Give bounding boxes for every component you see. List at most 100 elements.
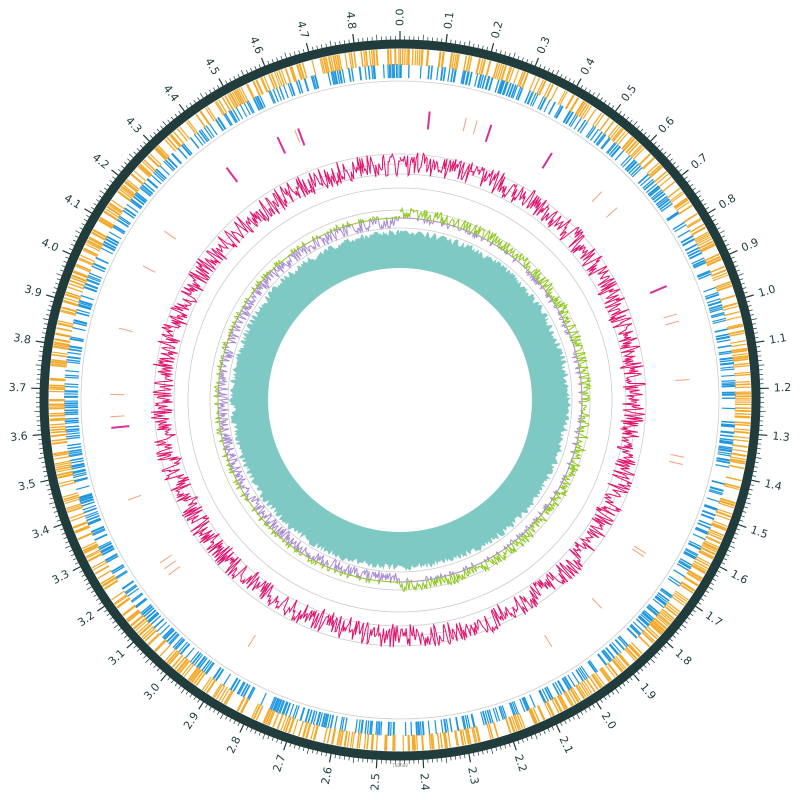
scale-tick — [254, 729, 257, 734]
cds-forward-feature — [51, 440, 68, 445]
cds-forward-feature — [312, 724, 319, 741]
cds-reverse-feature — [507, 83, 515, 98]
cds-forward-feature — [116, 597, 131, 608]
trna-mark — [663, 313, 678, 319]
cds-forward-feature — [130, 173, 145, 186]
scale-tick — [139, 144, 144, 149]
scale-tick — [83, 578, 88, 582]
cds-reverse-feature — [259, 692, 267, 706]
cds-reverse-feature — [87, 519, 102, 526]
scale-tick — [68, 248, 73, 251]
cds-reverse-feature — [222, 673, 232, 687]
cds-forward-feature — [70, 277, 87, 284]
cds-forward-feature — [683, 212, 698, 223]
scale-tick — [212, 87, 216, 92]
cds-reverse-feature — [510, 84, 517, 99]
cds-forward-feature — [351, 731, 356, 748]
cds-reverse-feature — [683, 551, 697, 560]
scale-tick — [49, 300, 54, 303]
cds-forward-feature — [181, 662, 193, 676]
cds-reverse-feature — [714, 328, 729, 333]
cds-reverse-feature — [647, 605, 659, 616]
cds-forward-feature — [65, 291, 82, 298]
cds-forward-feature — [414, 49, 417, 66]
cds-reverse-feature — [554, 681, 563, 695]
cds-forward-feature — [147, 632, 161, 646]
cds-reverse-feature — [529, 92, 537, 106]
scale-tick — [352, 33, 355, 44]
cds-forward-feature — [518, 712, 526, 729]
gc-content-track — [150, 152, 646, 648]
cds-forward-feature — [652, 619, 666, 631]
cds-forward-feature — [692, 562, 708, 572]
scale-tick — [749, 484, 754, 486]
cds-forward-feature — [155, 146, 169, 160]
cds-reverse-feature — [440, 719, 444, 734]
scale-tick — [98, 601, 103, 605]
cds-forward-feature — [49, 417, 66, 421]
scale-tick — [686, 180, 691, 184]
cds-forward-feature — [594, 114, 605, 128]
cds-reverse-feature — [515, 86, 522, 100]
cds-reverse-feature — [248, 687, 256, 701]
cds-forward-feature — [465, 55, 471, 72]
scale-tick — [521, 738, 524, 743]
scale-tick — [543, 66, 546, 71]
cds-reverse-feature — [104, 553, 118, 562]
cds-reverse-feature — [147, 612, 159, 623]
cds-forward-feature — [86, 241, 102, 250]
cds-forward-feature — [660, 610, 674, 622]
scale-tick — [686, 616, 691, 620]
scale-tick — [468, 753, 472, 763]
cds-reverse-feature — [629, 624, 641, 636]
scale-tick — [555, 70, 560, 76]
scale-label: 2.4 — [418, 773, 432, 791]
scale-tick — [592, 92, 595, 96]
cds-forward-feature — [715, 283, 732, 290]
cds-forward-feature — [371, 50, 374, 67]
cds-forward-feature — [78, 258, 94, 267]
scale-tick — [752, 327, 757, 330]
cds-forward-feature — [728, 332, 745, 337]
scale-tick — [267, 60, 270, 65]
rrna-mark — [111, 425, 130, 429]
cds-reverse-feature — [149, 615, 162, 626]
scale-label: 2.3 — [465, 766, 481, 786]
cds-forward-feature — [228, 92, 238, 108]
scale-tick — [526, 736, 529, 741]
scale-tick — [143, 141, 147, 145]
cds-forward-feature — [113, 593, 128, 605]
cds-reverse-feature — [706, 497, 721, 503]
cds-reverse-feature — [529, 694, 536, 708]
cds-forward-feature — [607, 124, 619, 138]
cds-reverse-feature — [117, 216, 131, 226]
cds-forward-feature — [137, 621, 150, 634]
cds-reverse-feature — [524, 90, 531, 104]
cds-forward-feature — [703, 540, 719, 548]
cds-forward-feature — [716, 284, 733, 292]
cds-reverse-feature — [684, 243, 699, 252]
scale-tick — [262, 733, 266, 740]
cds-reverse-feature — [519, 698, 526, 713]
cds-forward-feature — [627, 644, 641, 658]
scale-label: 0.0 — [394, 9, 407, 27]
cds-reverse-feature — [99, 544, 114, 553]
cds-forward-feature — [49, 412, 66, 415]
cds-reverse-feature — [275, 699, 282, 713]
scale-tick — [316, 750, 318, 755]
cds-forward-feature — [171, 654, 184, 668]
scale-tick — [459, 40, 461, 46]
cds-forward-feature — [628, 643, 641, 657]
cds-reverse-feature — [479, 74, 485, 89]
rrna-mark — [649, 285, 668, 295]
cds-forward-feature — [518, 71, 526, 88]
cds-reverse-feature — [100, 546, 114, 554]
cds-forward-feature — [732, 355, 749, 359]
scale-tick — [47, 309, 52, 312]
cds-forward-feature — [111, 199, 126, 210]
cds-forward-feature — [73, 270, 89, 278]
cds-reverse-feature — [196, 132, 206, 144]
cds-reverse-feature — [462, 715, 467, 730]
cds-forward-feature — [338, 54, 343, 71]
scale-tick — [749, 314, 754, 316]
